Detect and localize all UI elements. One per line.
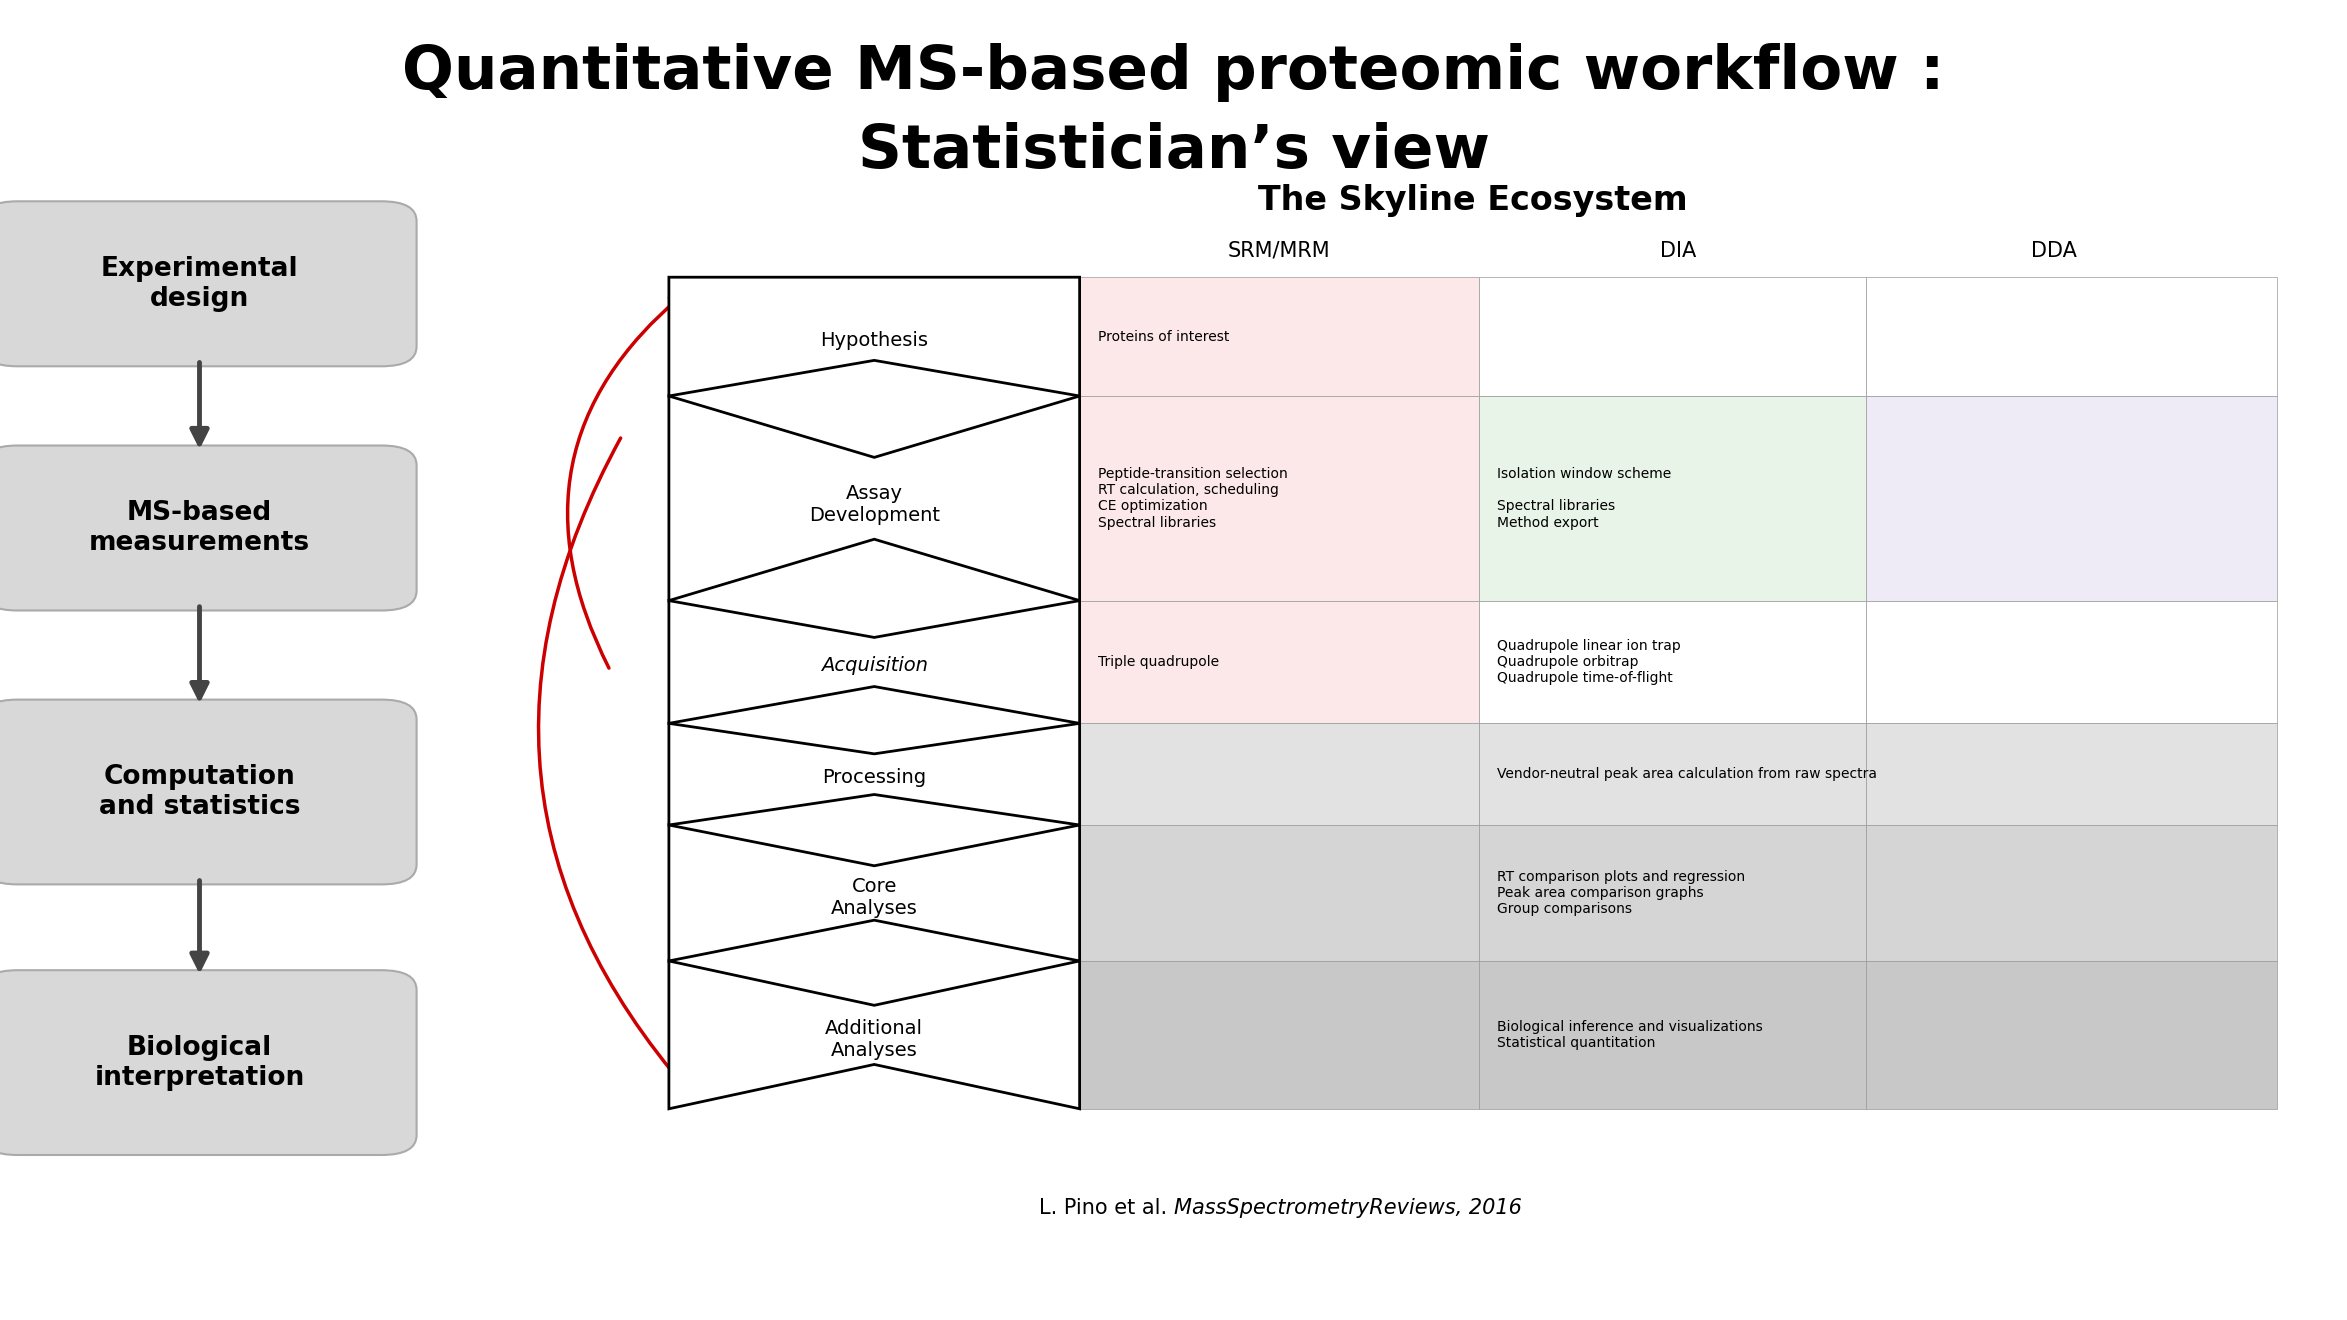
Polygon shape bbox=[669, 601, 1080, 723]
Bar bbox=[1479, 601, 1866, 723]
Text: Triple quadrupole: Triple quadrupole bbox=[1098, 655, 1220, 669]
Bar bbox=[1080, 723, 1479, 825]
FancyBboxPatch shape bbox=[0, 970, 418, 1155]
FancyBboxPatch shape bbox=[0, 700, 418, 884]
Text: Acquisition: Acquisition bbox=[821, 656, 927, 675]
Bar bbox=[1080, 277, 1479, 396]
Text: Assay
Development: Assay Development bbox=[810, 484, 939, 525]
Bar bbox=[1866, 723, 2277, 825]
Bar bbox=[1080, 825, 1479, 961]
Text: Computation
and statistics: Computation and statistics bbox=[99, 764, 300, 820]
Bar bbox=[1866, 601, 2277, 723]
Bar bbox=[1866, 825, 2277, 961]
Text: Peptide-transition selection
RT calculation, scheduling
CE optimization
Spectral: Peptide-transition selection RT calculat… bbox=[1098, 467, 1289, 529]
Bar bbox=[1080, 396, 1479, 601]
Text: Proteins of interest: Proteins of interest bbox=[1098, 330, 1230, 343]
Bar bbox=[1479, 825, 1866, 961]
Text: Processing: Processing bbox=[821, 768, 927, 787]
Text: MassSpectrometryReviews, 2016: MassSpectrometryReviews, 2016 bbox=[1174, 1197, 1521, 1218]
Bar bbox=[1479, 723, 1866, 825]
FancyBboxPatch shape bbox=[0, 446, 418, 610]
Bar bbox=[1866, 961, 2277, 1109]
Text: Hypothesis: Hypothesis bbox=[819, 331, 929, 350]
Bar bbox=[1479, 961, 1866, 1109]
Polygon shape bbox=[669, 961, 1080, 1109]
Text: DIA: DIA bbox=[1659, 240, 1697, 261]
Text: Biological
interpretation: Biological interpretation bbox=[94, 1035, 305, 1090]
Polygon shape bbox=[669, 723, 1080, 825]
Text: Quadrupole linear ion trap
Quadrupole orbitrap
Quadrupole time-of-flight: Quadrupole linear ion trap Quadrupole or… bbox=[1497, 639, 1680, 685]
Text: DDA: DDA bbox=[2030, 240, 2077, 261]
Text: Biological inference and visualizations
Statistical quantitation: Biological inference and visualizations … bbox=[1497, 1020, 1763, 1049]
Text: Additional
Analyses: Additional Analyses bbox=[826, 1019, 922, 1060]
Bar bbox=[1080, 961, 1479, 1109]
Bar bbox=[1866, 396, 2277, 601]
Text: Statistician’s view: Statistician’s view bbox=[857, 123, 1490, 181]
Text: MS-based
measurements: MS-based measurements bbox=[89, 500, 310, 556]
Bar bbox=[1080, 601, 1479, 723]
Text: Vendor-neutral peak area calculation from raw spectra: Vendor-neutral peak area calculation fro… bbox=[1497, 767, 1878, 781]
Text: L. Pino et al.: L. Pino et al. bbox=[1040, 1197, 1174, 1218]
Bar bbox=[1866, 277, 2277, 396]
Text: Experimental
design: Experimental design bbox=[101, 256, 298, 312]
Bar bbox=[1479, 277, 1866, 396]
Text: Quantitative MS-based proteomic workflow :: Quantitative MS-based proteomic workflow… bbox=[401, 44, 1946, 102]
Text: RT comparison plots and regression
Peak area comparison graphs
Group comparisons: RT comparison plots and regression Peak … bbox=[1497, 870, 1746, 916]
Text: Isolation window scheme

Spectral libraries
Method export: Isolation window scheme Spectral librari… bbox=[1497, 467, 1671, 529]
Polygon shape bbox=[669, 396, 1080, 601]
Polygon shape bbox=[669, 277, 1080, 396]
Text: The Skyline Ecosystem: The Skyline Ecosystem bbox=[1258, 185, 1687, 218]
Bar bbox=[1479, 396, 1866, 601]
Text: Core
Analyses: Core Analyses bbox=[831, 876, 918, 917]
FancyBboxPatch shape bbox=[0, 201, 418, 366]
Text: SRM/MRM: SRM/MRM bbox=[1227, 240, 1331, 261]
Polygon shape bbox=[669, 825, 1080, 961]
